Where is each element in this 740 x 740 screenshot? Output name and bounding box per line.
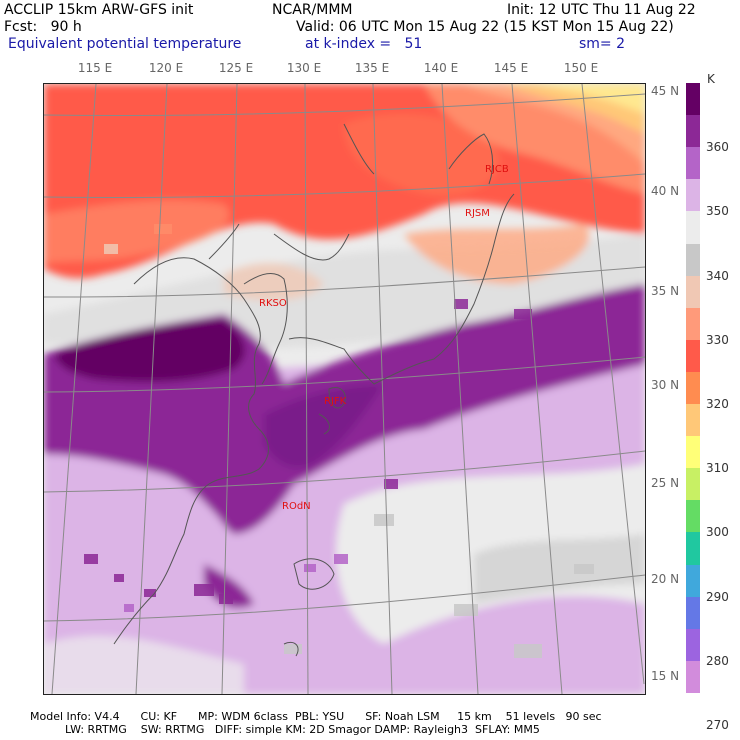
field-shading xyxy=(44,84,645,694)
lon-label-130: 130 E xyxy=(286,61,322,75)
colorbar-swatch xyxy=(686,436,700,469)
lon-label-125: 125 E xyxy=(218,61,254,75)
valid-time: Valid: 06 UTC Mon 15 Aug 22 (15 KST Mon … xyxy=(296,19,674,35)
lon-label-150: 150 E xyxy=(563,61,599,75)
model-info-line2: LW: RRTMG SW: RRTMG DIFF: simple KM: 2D … xyxy=(30,723,540,736)
graticule xyxy=(44,84,645,694)
lon-label-140: 140 E xyxy=(423,61,459,75)
colorbar-swatch xyxy=(686,179,700,212)
colorbar-tick-label: 310 xyxy=(706,461,729,476)
colorbar-swatch xyxy=(686,468,700,501)
colorbar-swatch xyxy=(686,83,700,116)
station-rjsm: RJSM xyxy=(465,208,490,219)
colorbar-swatch xyxy=(686,307,700,341)
colorbar-swatch xyxy=(686,628,700,662)
colorbar-tick-label: 330 xyxy=(706,332,729,347)
colorbar-swatch xyxy=(686,211,700,244)
lat-label-40: 40 N xyxy=(651,184,680,198)
colorbar-swatch xyxy=(686,243,700,277)
colorbar-swatch xyxy=(686,275,700,309)
station-labels: RJCB RJSM RKSO RJFK ROdN xyxy=(259,164,509,512)
colorbar-swatch xyxy=(686,660,700,694)
station-rjfk: RJFK xyxy=(324,396,347,407)
station-rjcb: RJCB xyxy=(485,164,509,175)
smoothing-label: sm= 2 xyxy=(579,36,626,52)
field-name: Equivalent potential temperature xyxy=(8,36,242,52)
lat-label-35: 35 N xyxy=(651,284,680,298)
model-title: ACCLIP 15km ARW-GFS init xyxy=(4,2,194,18)
colorbar-swatch xyxy=(686,596,700,630)
colorbar-tick-label: 290 xyxy=(706,589,729,604)
colorbar-swatch xyxy=(686,115,700,148)
colorbar-tick-label: 320 xyxy=(706,397,729,412)
lon-label-145: 145 E xyxy=(493,61,529,75)
model-info-line1: Model Info: V4.4 CU: KF MP: WDM 6class P… xyxy=(30,710,602,723)
station-rkso: RKSO xyxy=(259,298,287,309)
colorbar-swatch xyxy=(686,500,700,533)
map-canvas: RJCB RJSM RKSO RJFK ROdN xyxy=(44,84,645,694)
lon-label-135: 135 E xyxy=(354,61,390,75)
lon-label-115: 115 E xyxy=(77,61,113,75)
init-time: Init: 12 UTC Thu 11 Aug 22 xyxy=(507,2,696,18)
colorbar-unit: K xyxy=(707,72,715,86)
station-rodn: ROdN xyxy=(282,501,311,512)
lat-label-30: 30 N xyxy=(651,378,680,392)
lat-label-25: 25 N xyxy=(651,476,680,490)
colorbar-tick-label: 300 xyxy=(706,525,729,540)
level-label: at k-index = 51 xyxy=(305,36,423,52)
lat-label-20: 20 N xyxy=(651,572,680,586)
colorbar-swatch xyxy=(686,371,700,405)
field-speckle xyxy=(84,224,594,658)
forecast-hour: Fcst: 90 h xyxy=(4,19,82,35)
colorbar-tick-label: 350 xyxy=(706,204,729,219)
lon-label-120: 120 E xyxy=(148,61,184,75)
colorbar-tick-label: 280 xyxy=(706,653,729,668)
colorbar-swatch xyxy=(686,564,700,598)
coastlines xyxy=(113,123,515,657)
colorbar-swatch xyxy=(686,532,700,566)
institution-label: NCAR/MMM xyxy=(272,2,353,18)
colorbar-tick-label: 340 xyxy=(706,268,729,283)
colorbar-swatch xyxy=(686,147,700,180)
colorbar-swatch xyxy=(686,404,700,437)
lat-label-15: 15 N xyxy=(651,669,680,683)
colorbar-swatch xyxy=(686,339,700,373)
colorbar-tick-label: 270 xyxy=(706,718,729,733)
lat-label-45: 45 N xyxy=(651,84,680,98)
colorbar-tick-label: 360 xyxy=(706,140,729,155)
theta-e-map: RJCB RJSM RKSO RJFK ROdN xyxy=(43,83,646,695)
